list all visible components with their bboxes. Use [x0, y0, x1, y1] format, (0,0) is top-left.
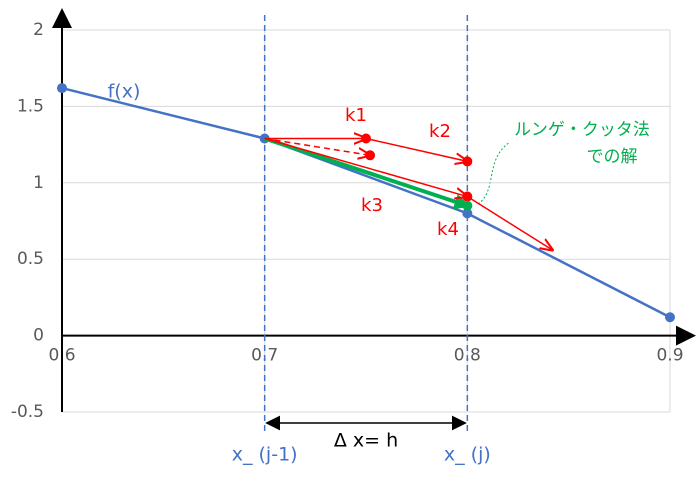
y-tick-label: 1	[33, 173, 44, 193]
step-point	[462, 156, 473, 167]
step-arrow	[264, 137, 370, 155]
step-label: k2	[429, 121, 451, 142]
y-tick-label: -0.5	[11, 402, 44, 422]
solution-arrow	[264, 136, 471, 210]
solution-label: ルンゲ・クッタ法	[514, 120, 650, 140]
span-label: Δ x= h	[334, 430, 398, 452]
vline-label: x_ (j)	[444, 444, 491, 466]
step-point	[365, 150, 376, 161]
step-label: k4	[437, 219, 459, 240]
x-tick-label: 0.9	[656, 346, 683, 366]
y-tick-label: 0.5	[17, 249, 44, 269]
point	[462, 208, 473, 219]
y-tick-label: 2	[33, 20, 44, 40]
series-line	[61, 86, 671, 319]
point	[57, 83, 67, 94]
step-arrow	[365, 137, 467, 161]
y-tick-label: 1.5	[17, 96, 44, 116]
y-tick-label: 0	[33, 326, 44, 346]
point	[665, 312, 675, 323]
step-label: k3	[361, 195, 383, 216]
series-label: f(x)	[108, 81, 141, 103]
solution-label: での解	[587, 147, 638, 167]
step-arrow	[466, 195, 552, 250]
vline-label: x_ (j-1)	[232, 444, 298, 466]
step-label: k1	[345, 105, 367, 126]
leader	[477, 141, 511, 205]
solution-point	[462, 200, 473, 211]
step-arrow	[264, 137, 468, 196]
